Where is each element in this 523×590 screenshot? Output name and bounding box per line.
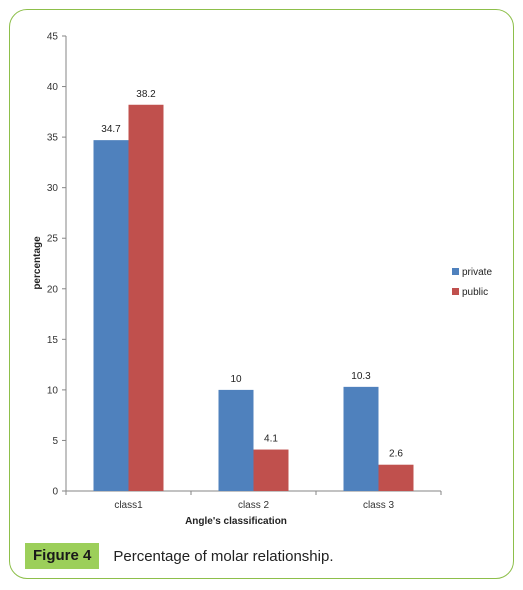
x-tick-label: class 2: [238, 500, 270, 511]
y-tick-label: 15: [47, 335, 59, 346]
y-tick-label: 0: [52, 487, 58, 498]
caption-text: Percentage of molar relationship.: [113, 547, 334, 565]
data-label: 34.7: [101, 124, 121, 135]
data-label: 4.1: [264, 434, 278, 445]
legend-label-public: public: [462, 287, 488, 298]
legend-label-private: private: [462, 267, 492, 278]
x-tick-label: class1: [114, 500, 143, 511]
legend: private public: [452, 267, 492, 298]
x-tick-label: class 3: [363, 500, 395, 511]
legend-swatch-private: [452, 268, 459, 275]
bar-private-0: [93, 140, 129, 491]
data-labels: 34.7 10 10.3 38.2 4.1 2.6: [101, 89, 403, 460]
data-label: 10.3: [351, 371, 371, 382]
y-tick-label: 35: [47, 133, 59, 144]
data-label: 38.2: [136, 89, 156, 100]
y-tick-label: 40: [47, 82, 59, 93]
y-tick-label: 10: [47, 385, 59, 396]
y-tick-label: 20: [47, 284, 59, 295]
y-tick-label: 45: [47, 32, 59, 43]
x-axis: class1 class 2 class 3: [65, 490, 442, 511]
x-axis-title: Angle's classification: [185, 516, 287, 527]
bars: [93, 104, 414, 491]
bar-public-1: [253, 449, 289, 491]
y-tick-label: 30: [47, 183, 59, 194]
bar-private-2: [343, 386, 379, 491]
data-label: 2.6: [389, 449, 403, 460]
bar-private-1: [218, 389, 254, 491]
figure-caption: Figure 4 Percentage of molar relationshi…: [25, 541, 333, 571]
y-tick-label: 25: [47, 234, 59, 245]
legend-swatch-public: [452, 288, 459, 295]
figure-label: Figure 4: [25, 543, 100, 569]
y-tick-label: 5: [52, 436, 58, 447]
y-axis-title: percentage: [32, 236, 43, 290]
bar-public-2: [378, 464, 414, 491]
y-axis: 0 5 10 15 20 25 30 35 40 45: [47, 32, 67, 498]
bar-public-0: [128, 104, 164, 491]
data-label: 10: [230, 374, 242, 385]
